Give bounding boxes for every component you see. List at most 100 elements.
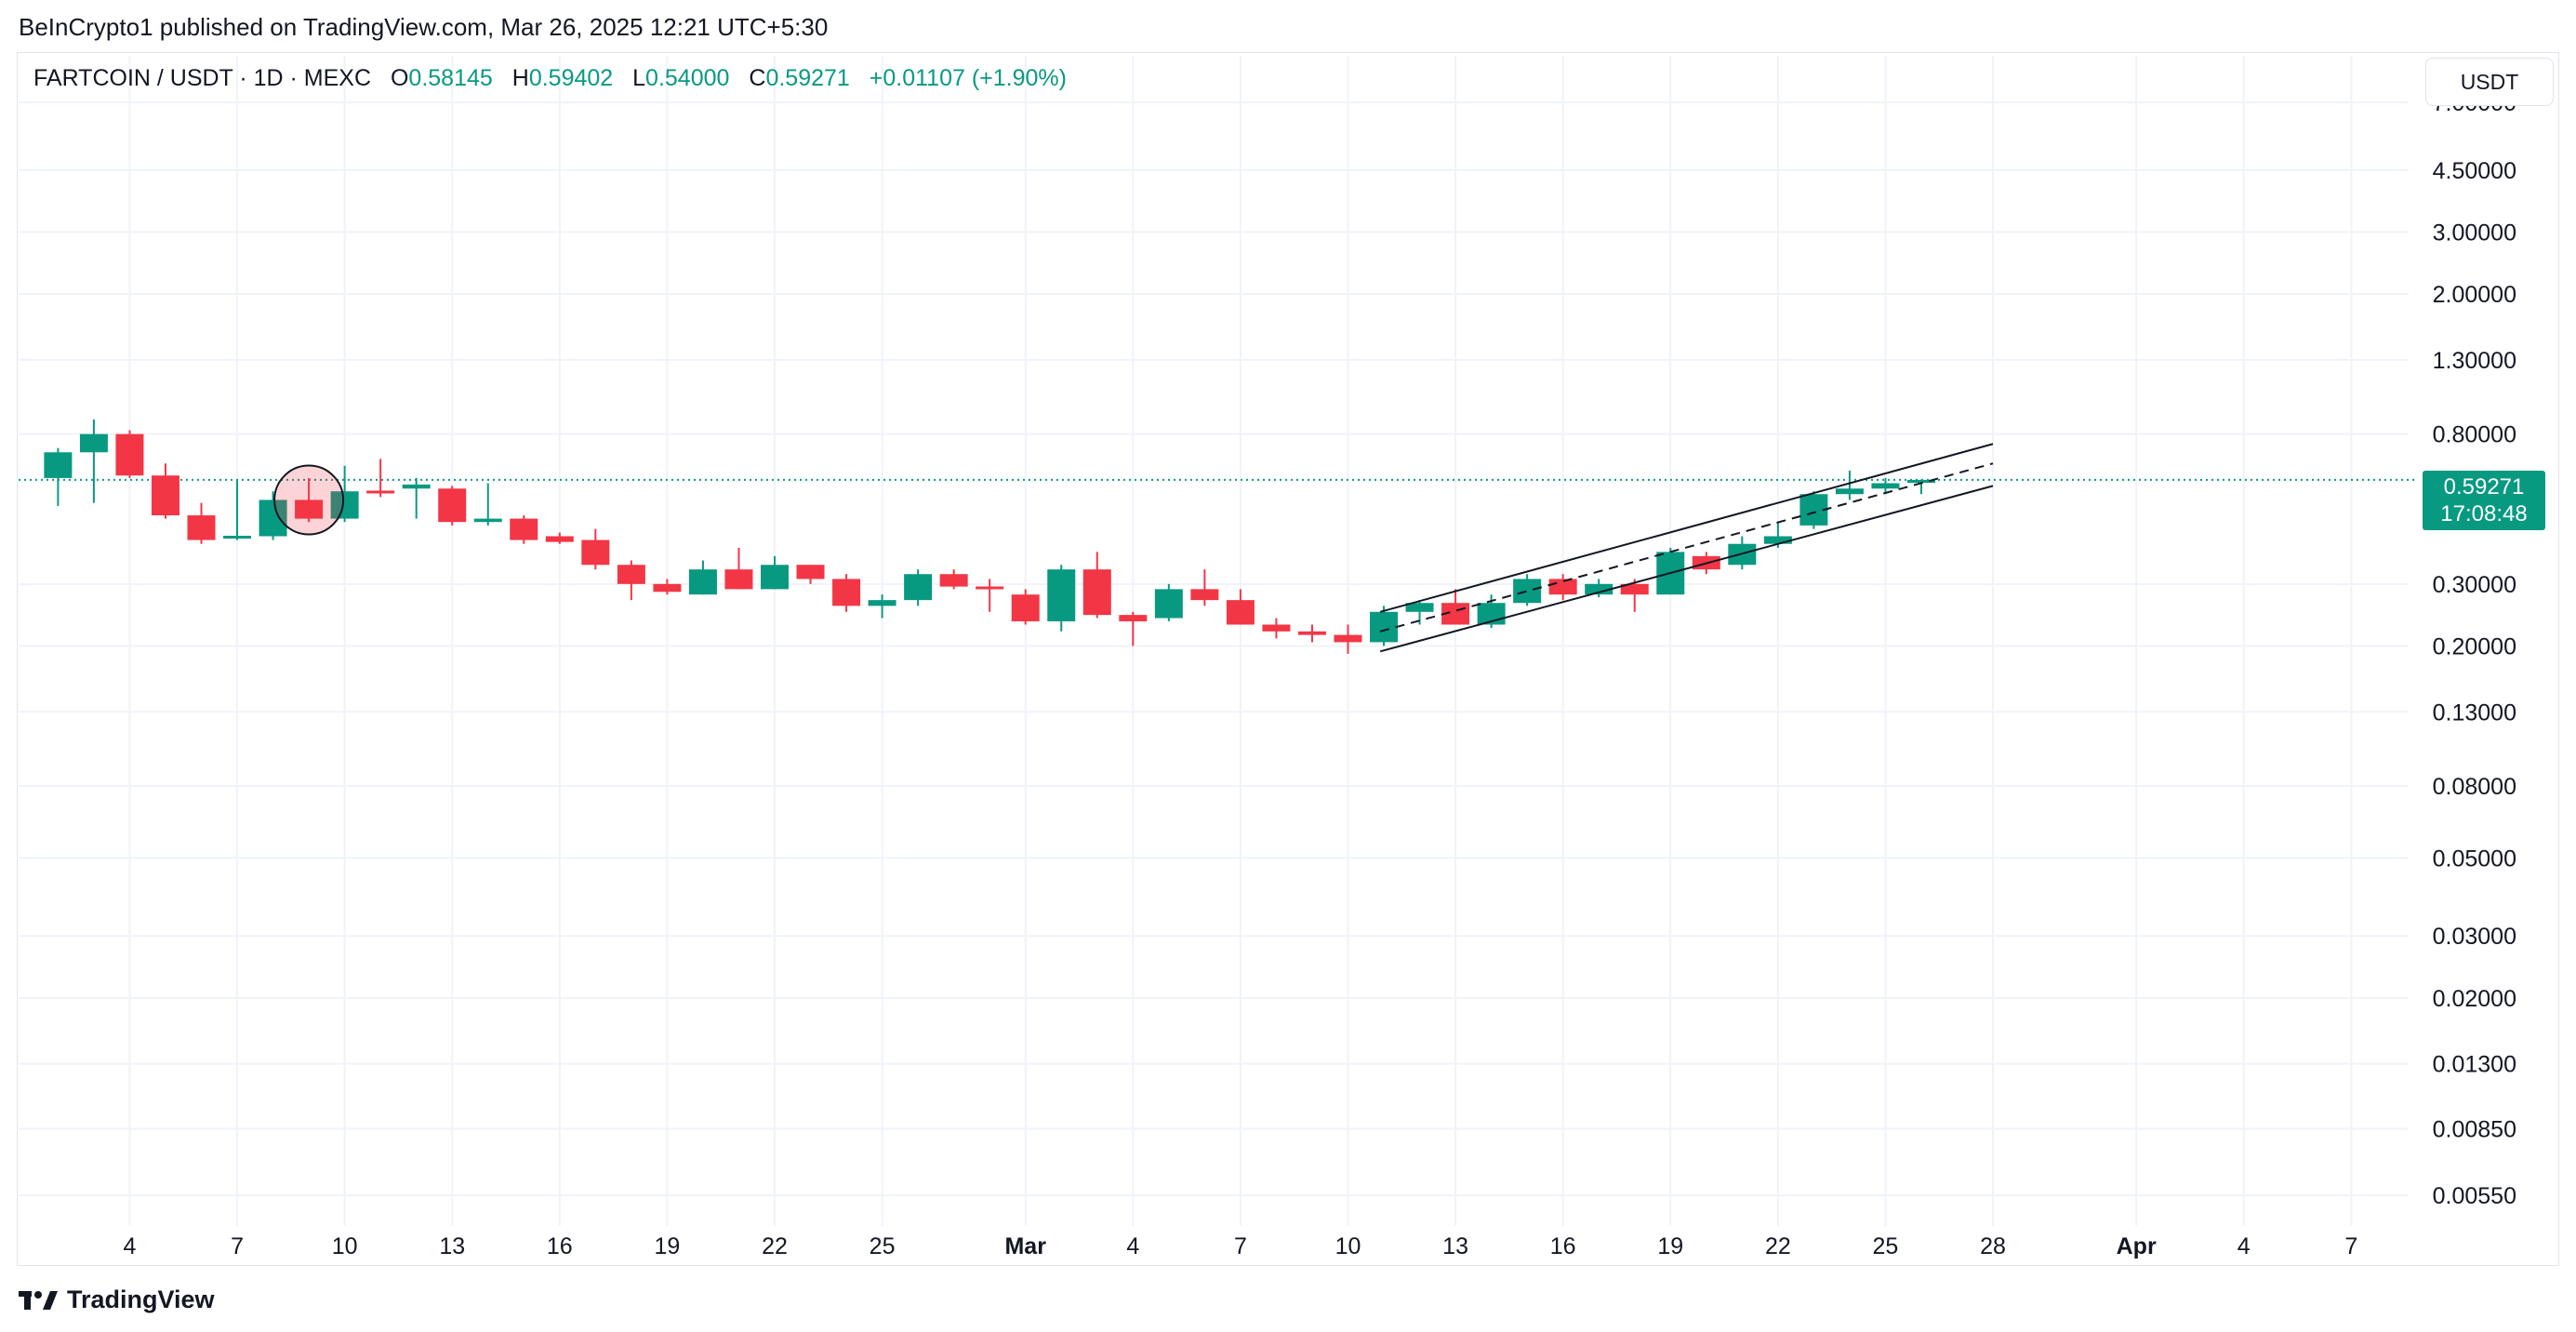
candle[interactable] bbox=[1190, 569, 1219, 606]
candle-body bbox=[1226, 600, 1255, 625]
candle[interactable] bbox=[1011, 589, 1040, 625]
candle-body bbox=[1119, 615, 1148, 621]
candle[interactable] bbox=[1548, 574, 1577, 601]
candle-body bbox=[1011, 594, 1040, 621]
candle-body bbox=[1334, 634, 1362, 643]
y-tick-label: 0.05000 bbox=[2433, 846, 2516, 872]
candle[interactable] bbox=[1906, 479, 1935, 495]
candle[interactable] bbox=[1082, 552, 1111, 619]
candle[interactable] bbox=[1297, 624, 1326, 643]
candle[interactable] bbox=[1477, 594, 1506, 629]
candle[interactable] bbox=[44, 447, 73, 506]
candle-body bbox=[115, 433, 144, 476]
candle-body bbox=[939, 574, 968, 587]
channel-lower-line[interactable] bbox=[1379, 485, 1994, 653]
x-tick-label: 19 bbox=[1657, 1233, 1683, 1259]
candle[interactable] bbox=[832, 574, 861, 612]
candle-body bbox=[1405, 603, 1434, 612]
candles bbox=[44, 419, 1935, 654]
candle-body bbox=[1763, 536, 1792, 544]
low-value: 0.54000 bbox=[645, 65, 730, 91]
candle[interactable] bbox=[79, 419, 108, 503]
candle-body bbox=[1620, 583, 1649, 595]
candle[interactable] bbox=[1871, 477, 1900, 495]
bar-countdown: 17:08:48 bbox=[2440, 501, 2528, 526]
candle[interactable] bbox=[545, 532, 574, 544]
candle[interactable] bbox=[438, 486, 467, 526]
candle[interactable] bbox=[330, 465, 359, 523]
x-tick-label: Apr bbox=[2117, 1233, 2157, 1259]
x-tick-label: 4 bbox=[1126, 1233, 1139, 1259]
y-tick-label: 2.00000 bbox=[2433, 282, 2516, 308]
candle-body bbox=[1047, 569, 1076, 621]
candle-body bbox=[1370, 611, 1399, 643]
legend: FARTCOIN / USDT · 1D · MEXC O0.58145 H0.… bbox=[33, 65, 1067, 92]
candle-body bbox=[688, 569, 717, 595]
candle[interactable] bbox=[1585, 579, 1613, 598]
candle[interactable] bbox=[904, 569, 933, 606]
candle[interactable] bbox=[223, 480, 252, 540]
y-tick-label: 0.30000 bbox=[2433, 572, 2516, 598]
candle[interactable] bbox=[653, 579, 682, 595]
candle[interactable] bbox=[1334, 624, 1362, 654]
trend-channel bbox=[1379, 443, 1994, 653]
candle[interactable] bbox=[1047, 565, 1076, 632]
candle[interactable] bbox=[259, 491, 287, 540]
last-price-value: 0.59271 bbox=[2443, 474, 2525, 500]
candle[interactable] bbox=[295, 477, 324, 523]
candle[interactable] bbox=[510, 515, 538, 544]
x-tick-label: 16 bbox=[1550, 1233, 1576, 1259]
channel-upper-line[interactable] bbox=[1379, 443, 1994, 613]
candle[interactable] bbox=[939, 569, 968, 590]
candle[interactable] bbox=[1656, 547, 1685, 595]
y-tick-label: 0.01300 bbox=[2433, 1052, 2516, 1078]
candle[interactable] bbox=[151, 463, 179, 519]
candle[interactable] bbox=[473, 483, 502, 526]
x-tick-label: 28 bbox=[1980, 1233, 2006, 1259]
candle[interactable] bbox=[1835, 470, 1864, 500]
candle-body bbox=[1585, 583, 1613, 595]
candle-body bbox=[187, 515, 216, 540]
candle[interactable] bbox=[688, 560, 717, 595]
candle[interactable] bbox=[187, 502, 216, 544]
x-tick-label: 16 bbox=[547, 1233, 573, 1259]
candle[interactable] bbox=[1262, 618, 1291, 639]
highlight-circle bbox=[273, 464, 345, 536]
grid-lines bbox=[19, 56, 2409, 1226]
candle[interactable] bbox=[796, 565, 825, 584]
candle[interactable] bbox=[1226, 589, 1255, 625]
candle-body bbox=[832, 579, 861, 606]
candle[interactable] bbox=[617, 560, 645, 601]
channel-middle-line[interactable] bbox=[1379, 462, 1994, 633]
candle-body bbox=[1871, 483, 1900, 489]
candle[interactable] bbox=[366, 459, 395, 498]
candle[interactable] bbox=[868, 594, 896, 619]
attribution-text: BeInCrypto1 published on TradingView.com… bbox=[19, 13, 829, 41]
tradingview-logo-icon bbox=[19, 1290, 58, 1310]
candle[interactable] bbox=[1620, 579, 1649, 612]
x-tick-label: 10 bbox=[332, 1233, 358, 1259]
y-tick-label: 0.00550 bbox=[2433, 1183, 2516, 1209]
candle[interactable] bbox=[976, 579, 1004, 612]
open-value: 0.58145 bbox=[408, 65, 493, 91]
candle[interactable] bbox=[1370, 606, 1399, 646]
candle-body bbox=[1835, 488, 1864, 495]
high-label: H bbox=[511, 65, 529, 91]
candle-body bbox=[473, 518, 502, 523]
candle[interactable] bbox=[1513, 574, 1542, 606]
candle[interactable] bbox=[724, 547, 753, 590]
candle-body bbox=[581, 539, 610, 566]
y-tick-label: 0.03000 bbox=[2433, 924, 2516, 950]
candle[interactable] bbox=[760, 555, 789, 590]
candle[interactable] bbox=[1119, 611, 1148, 646]
candle[interactable] bbox=[402, 477, 431, 519]
candle[interactable] bbox=[581, 528, 610, 570]
price-axis: 7.000004.500003.000002.000001.300000.800… bbox=[2433, 90, 2516, 1209]
currency-button[interactable]: USDT bbox=[2425, 58, 2554, 106]
candle-body bbox=[44, 452, 73, 478]
candle[interactable] bbox=[115, 430, 144, 478]
tradingview-logo[interactable]: TradingView bbox=[19, 1285, 215, 1314]
y-tick-label: 4.50000 bbox=[2433, 158, 2516, 184]
candle[interactable] bbox=[1154, 583, 1183, 621]
